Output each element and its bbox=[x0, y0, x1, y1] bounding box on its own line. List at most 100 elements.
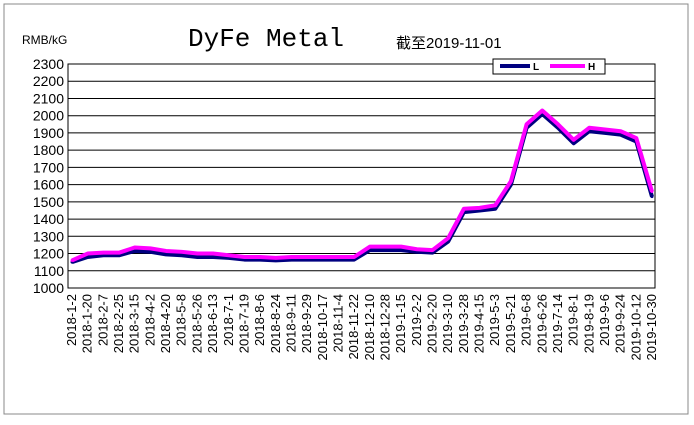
data-point-h bbox=[556, 122, 560, 126]
x-tick-label: 2018-1-20 bbox=[80, 294, 95, 353]
x-tick-label: 2018-12-10 bbox=[362, 294, 377, 361]
data-point-h bbox=[540, 109, 544, 113]
data-point-l bbox=[180, 253, 184, 257]
data-point-l bbox=[164, 252, 168, 256]
data-point-h bbox=[587, 126, 591, 130]
x-tick-label: 2019-2-20 bbox=[425, 294, 440, 353]
data-point-h bbox=[258, 255, 262, 259]
x-tick-label: 2018-9-11 bbox=[283, 294, 298, 352]
x-tick-label: 2018-11-4 bbox=[330, 294, 345, 352]
data-point-h bbox=[603, 127, 607, 131]
data-point-l bbox=[86, 255, 90, 259]
data-point-l bbox=[195, 255, 199, 259]
legend-label-h: H bbox=[588, 62, 595, 73]
data-point-h bbox=[195, 252, 199, 256]
data-point-l bbox=[133, 249, 137, 253]
x-tick-label: 2019-7-14 bbox=[550, 294, 565, 353]
y-tick-label: 1000 bbox=[33, 280, 64, 296]
data-point-h bbox=[321, 255, 325, 259]
legend: L H bbox=[492, 58, 606, 75]
x-tick-label: 2018-10-17 bbox=[315, 294, 330, 361]
y-tick-label: 2000 bbox=[33, 108, 64, 124]
data-point-l bbox=[650, 195, 654, 199]
y-tick-label: 1200 bbox=[33, 246, 64, 262]
data-point-l bbox=[619, 133, 623, 137]
chart-title: DyFe Metal bbox=[188, 24, 344, 54]
x-tick-label: 2019-9-6 bbox=[597, 294, 612, 346]
data-point-h bbox=[368, 245, 372, 249]
data-point-h bbox=[336, 255, 340, 259]
data-point-h bbox=[274, 256, 278, 260]
data-point-h bbox=[242, 255, 246, 259]
data-point-h bbox=[525, 122, 529, 126]
data-point-h bbox=[148, 246, 152, 250]
data-point-h bbox=[117, 251, 121, 255]
y-tick-label: 1800 bbox=[33, 142, 64, 158]
data-point-h bbox=[70, 258, 74, 262]
x-tick-label: 2019-8-19 bbox=[581, 294, 596, 353]
data-point-h bbox=[572, 138, 576, 142]
x-tick-label: 2019-4-15 bbox=[472, 294, 487, 353]
x-tick-label: 2019-1-15 bbox=[393, 294, 408, 353]
x-tick-label: 2019-10-30 bbox=[644, 294, 659, 361]
data-point-h bbox=[446, 236, 450, 240]
data-point-h bbox=[478, 206, 482, 210]
x-tick-label: 2018-2-7 bbox=[95, 294, 110, 346]
data-point-l bbox=[148, 250, 152, 254]
y-tick-label: 2100 bbox=[33, 90, 64, 106]
x-tick-label: 2019-5-21 bbox=[503, 294, 518, 353]
data-point-h bbox=[101, 251, 105, 255]
y-tick-label: 2200 bbox=[33, 73, 64, 89]
chart-subtitle: 截至2019-11-01 bbox=[396, 35, 502, 52]
data-point-h bbox=[289, 255, 293, 259]
data-point-h bbox=[634, 136, 638, 140]
data-point-l bbox=[603, 131, 607, 135]
x-tick-label: 2018-11-22 bbox=[346, 294, 361, 360]
data-point-h bbox=[384, 245, 388, 249]
data-point-l bbox=[572, 141, 576, 145]
x-tick-label: 2018-5-8 bbox=[174, 294, 189, 346]
y-tick-label: 1300 bbox=[33, 228, 64, 244]
series-line-h bbox=[71, 108, 654, 263]
data-point-h bbox=[431, 248, 435, 252]
data-point-h bbox=[227, 253, 231, 257]
x-tick-label: 2018-2-25 bbox=[111, 294, 126, 353]
x-tick-label: 2018-9-29 bbox=[299, 294, 314, 353]
data-point-l bbox=[384, 248, 388, 252]
x-tick-label: 2018-7-19 bbox=[236, 294, 251, 353]
data-point-h bbox=[180, 250, 184, 254]
x-tick-label: 2018-8-24 bbox=[268, 294, 283, 353]
data-point-h bbox=[650, 190, 654, 194]
data-point-h bbox=[415, 247, 419, 251]
data-point-h bbox=[133, 246, 137, 250]
x-tick-label: 2018-6-13 bbox=[205, 294, 220, 353]
x-tick-label: 2018-4-20 bbox=[158, 294, 173, 353]
y-tick-label: 2300 bbox=[33, 56, 64, 72]
x-tick-label: 2018-4-2 bbox=[142, 294, 157, 346]
y-tick-label: 1900 bbox=[33, 125, 64, 141]
data-point-h bbox=[493, 203, 497, 207]
data-point-h bbox=[462, 207, 466, 211]
y-tick-label: 1700 bbox=[33, 159, 64, 175]
y-axis-label: RMB/kG bbox=[22, 33, 67, 47]
x-tick-label: 2018-5-26 bbox=[189, 294, 204, 353]
x-tick-label: 2019-6-26 bbox=[534, 294, 549, 353]
data-point-l bbox=[399, 248, 403, 252]
y-tick-label: 1500 bbox=[33, 194, 64, 210]
data-point-l bbox=[211, 255, 215, 259]
y-tick-label: 1400 bbox=[33, 211, 64, 227]
x-tick-label: 2019-3-10 bbox=[440, 294, 455, 353]
data-point-h bbox=[509, 179, 513, 183]
data-point-h bbox=[305, 255, 309, 259]
data-point-h bbox=[211, 252, 215, 256]
data-point-l bbox=[493, 207, 497, 211]
legend-label-l: L bbox=[533, 62, 539, 73]
data-point-h bbox=[352, 255, 356, 259]
x-tick-label: 2018-1-2 bbox=[64, 294, 79, 346]
x-tick-label: 2019-5-3 bbox=[487, 294, 502, 346]
y-tick-label: 1100 bbox=[34, 263, 64, 279]
x-tick-label: 2019-10-12 bbox=[628, 294, 643, 361]
x-tick-label: 2018-12-28 bbox=[378, 294, 393, 361]
